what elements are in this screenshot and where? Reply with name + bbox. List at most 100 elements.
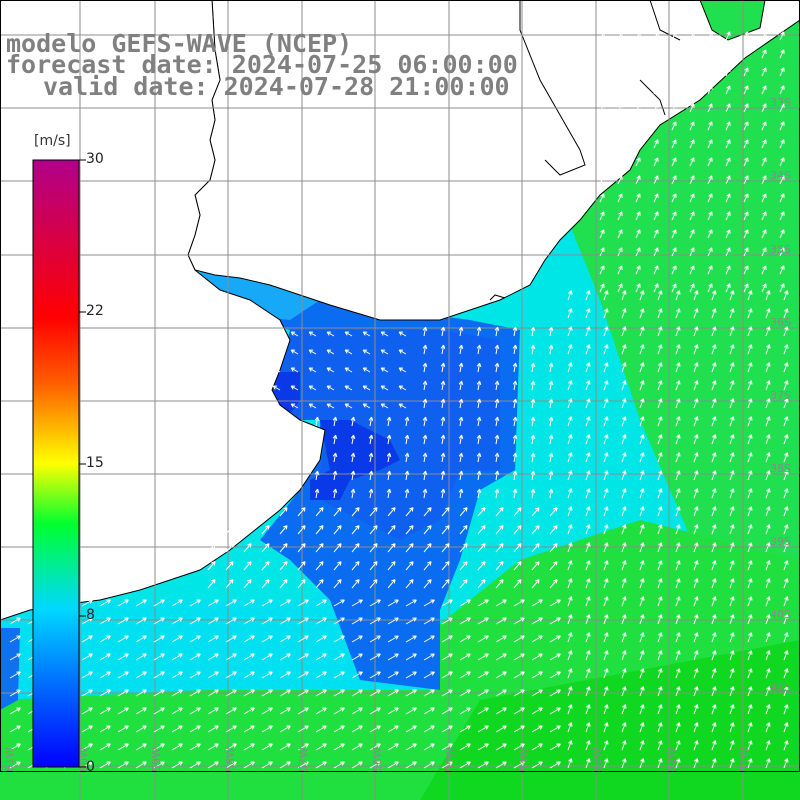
wind-arrow <box>567 470 573 481</box>
wind-arrow <box>512 344 518 355</box>
lon-label: 51W <box>738 747 751 772</box>
wind-arrow <box>567 704 573 715</box>
wind-arrow <box>333 617 345 625</box>
wind-arrow <box>689 211 695 221</box>
wind-arrow <box>743 265 749 275</box>
wind-arrow <box>603 632 609 643</box>
wind-arrow <box>761 265 767 275</box>
land-mass <box>0 0 800 621</box>
wind-arrow <box>189 599 201 607</box>
wind-arrow <box>585 524 591 535</box>
wind-arrow <box>405 507 414 517</box>
wind-arrow <box>405 617 417 625</box>
wind-arrow <box>653 67 659 77</box>
wind-arrow <box>548 362 554 373</box>
wind-arrow <box>621 596 627 607</box>
wind-arrow <box>368 434 374 445</box>
wind-arrow <box>369 671 381 679</box>
wind-arrow <box>398 403 407 409</box>
wind-arrow <box>671 283 677 293</box>
wind-arrow <box>765 578 771 589</box>
wind-arrow <box>639 632 645 643</box>
wind-arrow <box>765 650 771 661</box>
wind-arrow <box>657 380 663 391</box>
wind-arrow <box>599 31 605 41</box>
wind-arrow <box>783 542 789 553</box>
wind-arrow <box>657 686 663 697</box>
wind-arrow <box>380 385 389 391</box>
wind-arrow <box>567 542 573 553</box>
wind-arrow <box>761 31 767 41</box>
wind-arrow <box>765 758 771 769</box>
wind-arrow <box>603 488 609 499</box>
wind-arrow <box>441 671 453 679</box>
wind-arrow <box>653 283 659 293</box>
wind-arrow <box>653 157 659 167</box>
wind-arrow <box>495 761 507 769</box>
wind-arrow <box>189 635 201 643</box>
wind-arrow <box>707 139 713 149</box>
wind-arrow <box>657 290 663 301</box>
wind-arrow <box>314 452 320 463</box>
wind-arrow <box>458 398 464 409</box>
wind-arrow <box>729 614 735 625</box>
wind-arrow <box>459 617 471 625</box>
wind-arrow <box>747 506 753 517</box>
wind-arrow <box>386 452 392 463</box>
wind-arrow <box>477 725 489 733</box>
wind-arrow <box>761 229 767 239</box>
wind-arrow <box>657 326 663 337</box>
wind-arrow <box>153 599 165 607</box>
wind-arrow <box>458 434 464 445</box>
wind-arrow <box>494 326 500 337</box>
wind-arrow <box>585 452 591 463</box>
wind-arrow <box>422 398 428 409</box>
wind-arrow <box>729 668 735 679</box>
wind-arrow <box>297 743 309 751</box>
wind-arrow <box>765 704 771 715</box>
wind-arrow <box>513 725 525 733</box>
wind-arrow <box>621 686 627 697</box>
wind-arrow <box>135 725 147 733</box>
wind-arrow <box>743 31 749 41</box>
wind-arrow <box>549 543 558 553</box>
wind-arrow <box>369 689 381 697</box>
wind-arrow <box>729 326 735 337</box>
wind-arrow <box>765 398 771 409</box>
wind-arrow <box>513 507 522 517</box>
wind-arrow <box>326 367 335 373</box>
wind-arrow <box>639 362 645 373</box>
wind-arrow <box>711 398 717 409</box>
wind-arrow <box>761 211 767 221</box>
wind-arrow <box>675 632 681 643</box>
lon-label: 56W <box>371 747 384 772</box>
wind-arrow <box>404 488 410 499</box>
wind-arrow <box>333 599 345 607</box>
wind-arrow <box>743 49 749 59</box>
wind-arrow <box>617 139 623 149</box>
wind-arrow <box>369 761 381 769</box>
wind-arrow <box>422 488 428 499</box>
wind-arrow <box>279 525 288 535</box>
wind-arrow <box>707 121 713 131</box>
wind-arrow <box>743 139 749 149</box>
wind-arrow <box>657 650 663 661</box>
wind-arrow <box>458 416 464 427</box>
wind-arrow <box>441 653 453 661</box>
wind-arrow <box>675 416 681 427</box>
colorbar-tick: 30 <box>86 151 104 167</box>
wind-arrow <box>689 139 695 149</box>
wind-arrow <box>779 121 785 131</box>
wind-arrow <box>333 561 342 571</box>
wind-arrow <box>441 761 453 769</box>
wind-arrow <box>585 488 591 499</box>
wind-arrow <box>747 488 753 499</box>
wind-arrow <box>308 349 317 355</box>
wind-arrow <box>279 761 291 769</box>
wind-arrow <box>621 722 627 733</box>
wind-arrow <box>189 689 201 697</box>
wind-arrow <box>765 470 771 481</box>
wind-arrow <box>225 743 237 751</box>
wind-arrow <box>99 671 111 679</box>
wind-arrow <box>585 380 591 391</box>
